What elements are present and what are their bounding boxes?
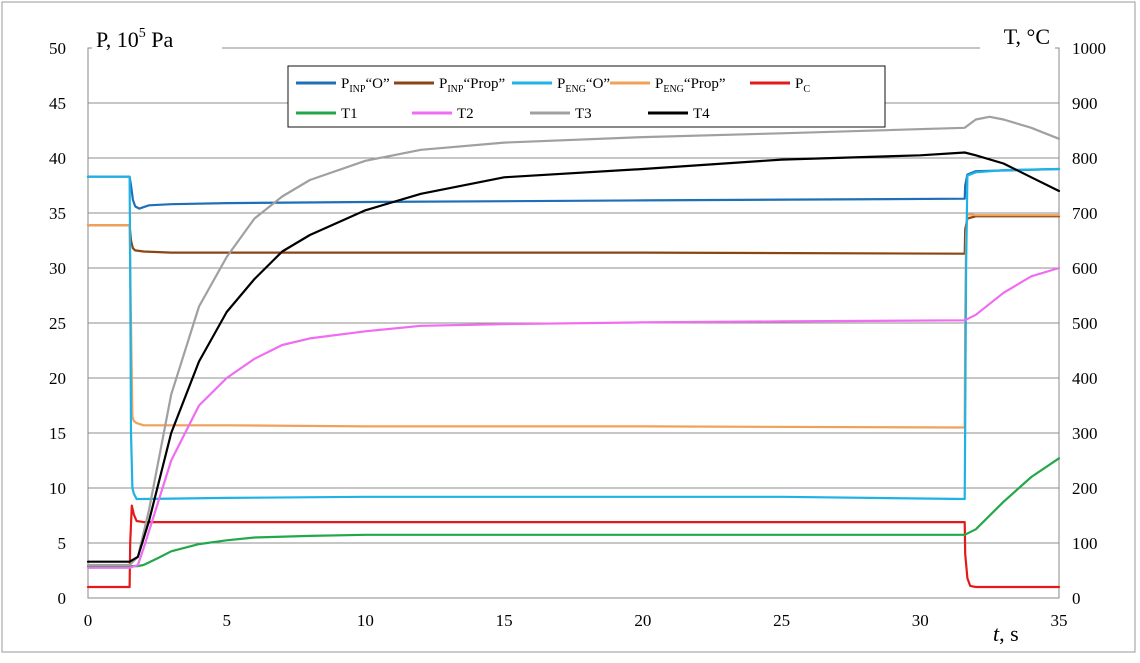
- y-tick-label-left: 0: [58, 589, 67, 608]
- y-tick-label-right: 100: [1072, 534, 1098, 553]
- y-tick-label-right: 200: [1072, 479, 1098, 498]
- y-tick-label-left: 10: [49, 479, 66, 498]
- legend-label: PC: [795, 76, 810, 95]
- plot-area: [87, 47, 1060, 599]
- y-tick-label-left: 45: [49, 94, 66, 113]
- series-line-t3: [86, 115, 1061, 567]
- x-tick-label: 15: [496, 611, 513, 630]
- x-axis-title: t, s: [993, 621, 1019, 646]
- y-tick-label-right: 300: [1072, 424, 1098, 443]
- legend-label: PENG“O”: [557, 76, 610, 95]
- series-line-p-c: [86, 504, 1061, 589]
- y-tick-label-right: 900: [1072, 94, 1098, 113]
- x-tick-label: 30: [912, 611, 929, 630]
- y-tick-label-left: 25: [49, 314, 66, 333]
- y-tick-label-right: 1000: [1072, 39, 1106, 58]
- y-tick-label-right: 400: [1072, 369, 1098, 388]
- x-tick-label: 0: [84, 611, 93, 630]
- y-tick-label-left: 30: [49, 259, 66, 278]
- x-tick-label: 10: [357, 611, 374, 630]
- y-tick-label-right: 800: [1072, 149, 1098, 168]
- y-tick-label-left: 20: [49, 369, 66, 388]
- legend: PINP“O” PINP“Prop” PENG“O” PENG“Prop” PC T1 T2…: [287, 65, 886, 128]
- series-line-t4: [86, 151, 1061, 563]
- legend-label: PENG“Prop”: [655, 76, 726, 95]
- legend-box: [287, 65, 886, 128]
- y-axis-left-title: P, 105 Pa: [96, 26, 174, 52]
- series-lines: [86, 115, 1061, 589]
- y-tick-label-right: 600: [1072, 259, 1098, 278]
- y-tick-label-right: 500: [1072, 314, 1098, 333]
- x-tick-label: 35: [1051, 611, 1068, 630]
- legend-label: T2: [457, 106, 474, 122]
- y-tick-label-left: 40: [49, 149, 66, 168]
- x-tick-label: 20: [634, 611, 651, 630]
- series-line-t1: [86, 457, 1061, 568]
- legend-label: PINP“O”: [341, 76, 390, 95]
- legend-label: PINP“Prop”: [439, 76, 505, 95]
- y-tick-label-left: 15: [49, 424, 66, 443]
- y-tick-label-left: 5: [58, 534, 67, 553]
- y-tick-label-right: 0: [1072, 589, 1081, 608]
- y-axis-right-title: T, °C: [1004, 24, 1050, 49]
- legend-label: T4: [693, 106, 710, 122]
- series-line-t2: [86, 266, 1061, 569]
- y-tick-label-left: 35: [49, 204, 66, 223]
- tick-labels: 0510152025303540455001002003004005006007…: [49, 39, 1106, 630]
- legend-label: T3: [575, 106, 592, 122]
- y-tick-label-right: 700: [1072, 204, 1098, 223]
- legend-label: T1: [341, 106, 358, 122]
- x-tick-label: 25: [773, 611, 790, 630]
- y-tick-label-left: 50: [49, 39, 66, 58]
- series-line-p-eng-o: [86, 167, 1061, 501]
- x-tick-label: 5: [222, 611, 231, 630]
